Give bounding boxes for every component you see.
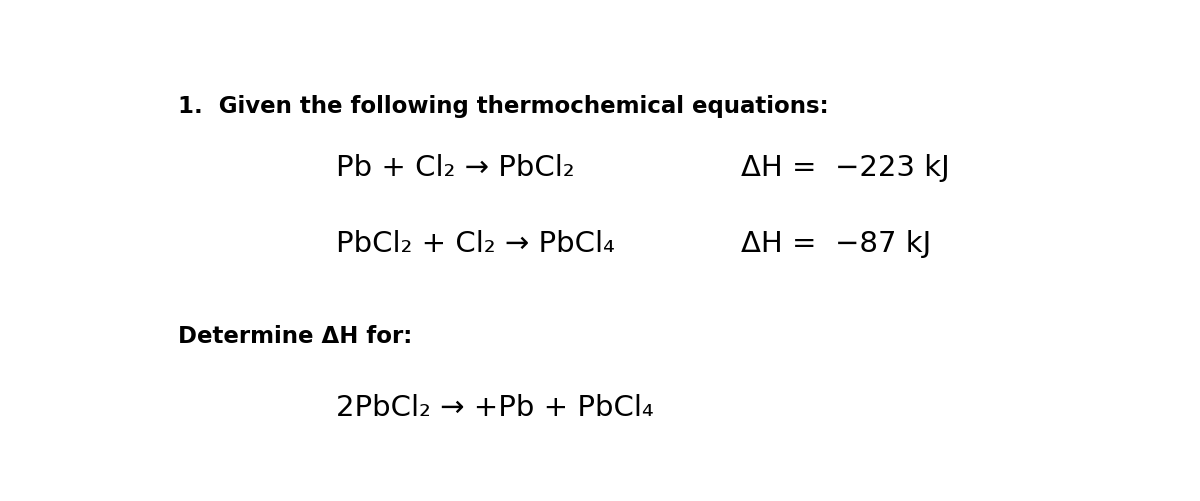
Text: Determine ΔH for:: Determine ΔH for: bbox=[178, 325, 412, 347]
Text: 1.  Given the following thermochemical equations:: 1. Given the following thermochemical eq… bbox=[178, 95, 828, 118]
Text: 2PbCl₂ → +Pb + PbCl₄: 2PbCl₂ → +Pb + PbCl₄ bbox=[336, 393, 654, 421]
Text: PbCl₂ + Cl₂ → PbCl₄: PbCl₂ + Cl₂ → PbCl₄ bbox=[336, 229, 614, 258]
Text: Pb + Cl₂ → PbCl₂: Pb + Cl₂ → PbCl₂ bbox=[336, 154, 575, 182]
Text: ΔH =  −87 kJ: ΔH = −87 kJ bbox=[740, 229, 931, 258]
Text: ΔH =  −223 kJ: ΔH = −223 kJ bbox=[740, 154, 949, 182]
